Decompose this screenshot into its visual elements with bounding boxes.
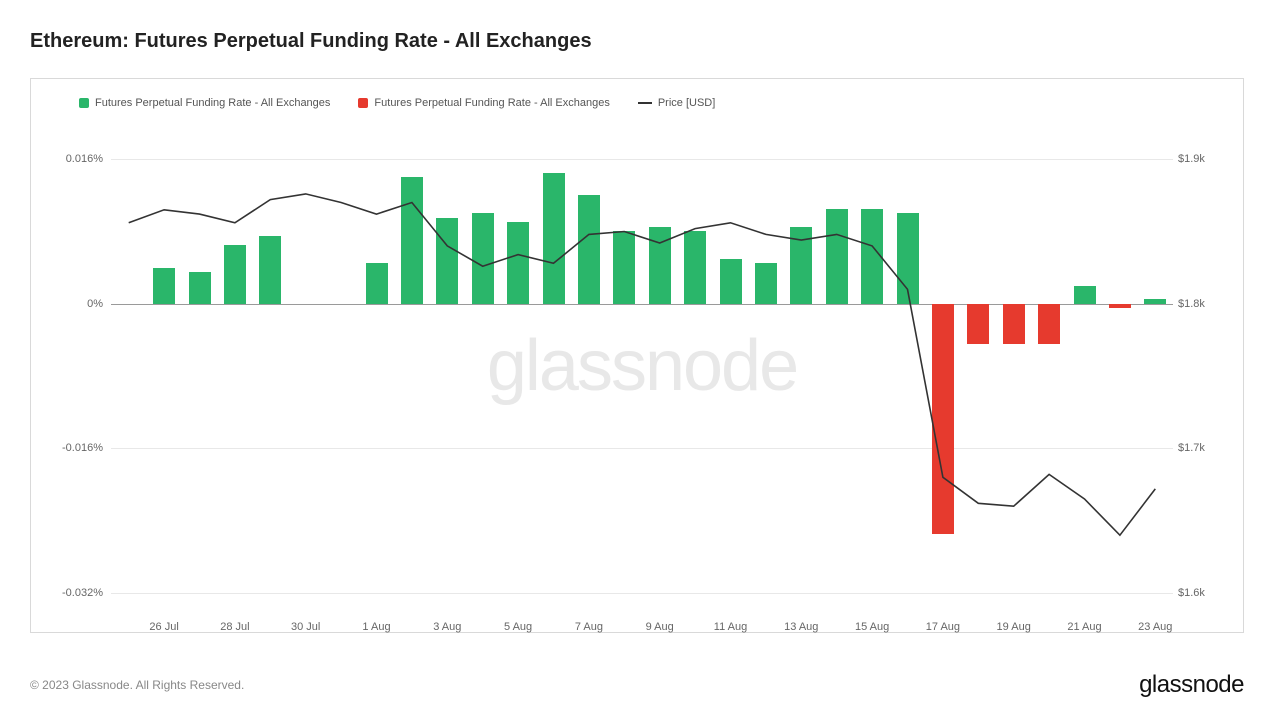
bar (932, 304, 954, 534)
legend-label-neg: Futures Perpetual Funding Rate - All Exc… (374, 97, 609, 109)
legend-swatch-pos (79, 98, 89, 108)
x-tick: 3 Aug (433, 621, 461, 633)
chart-panel: Futures Perpetual Funding Rate - All Exc… (30, 78, 1244, 633)
x-tick: 17 Aug (926, 621, 960, 633)
brand-logo: glassnode (1139, 671, 1244, 699)
bar (543, 173, 565, 304)
y-right-tick: $1.9k (1178, 153, 1223, 165)
y-right-tick: $1.8k (1178, 298, 1223, 310)
bar (578, 195, 600, 303)
x-tick: 23 Aug (1138, 621, 1172, 633)
x-tick: 28 Jul (220, 621, 249, 633)
x-tick: 21 Aug (1067, 621, 1101, 633)
bar (790, 227, 812, 304)
bar (472, 213, 494, 303)
legend-label-pos: Futures Perpetual Funding Rate - All Exc… (95, 97, 330, 109)
bar (153, 268, 175, 304)
bar (1144, 299, 1166, 304)
bar (366, 263, 388, 304)
y-right-tick: $1.7k (1178, 442, 1223, 454)
x-tick: 5 Aug (504, 621, 532, 633)
x-tick: 19 Aug (997, 621, 1031, 633)
legend-swatch-price (638, 102, 652, 104)
bar (1003, 304, 1025, 345)
x-tick: 30 Jul (291, 621, 320, 633)
legend: Futures Perpetual Funding Rate - All Exc… (51, 97, 1223, 109)
legend-item-negative: Futures Perpetual Funding Rate - All Exc… (358, 97, 609, 109)
bar (259, 236, 281, 304)
bar (613, 231, 635, 303)
x-tick: 7 Aug (575, 621, 603, 633)
bar (861, 209, 883, 304)
y-left-tick: -0.016% (51, 442, 103, 454)
x-tick: 13 Aug (784, 621, 818, 633)
legend-swatch-neg (358, 98, 368, 108)
bar (436, 218, 458, 304)
x-tick: 1 Aug (362, 621, 390, 633)
legend-label-price: Price [USD] (658, 97, 715, 109)
x-tick: 15 Aug (855, 621, 889, 633)
y-left-tick: 0% (51, 298, 103, 310)
bar (720, 259, 742, 304)
copyright-text: © 2023 Glassnode. All Rights Reserved. (30, 678, 244, 692)
y-right-tick: $1.6k (1178, 587, 1223, 599)
x-tick: 11 Aug (714, 621, 747, 633)
bar (967, 304, 989, 345)
bar (189, 272, 211, 304)
bar (507, 222, 529, 303)
bar (401, 177, 423, 304)
y-left-tick: 0.016% (51, 153, 103, 165)
bar (224, 245, 246, 304)
legend-item-price: Price [USD] (638, 97, 715, 109)
x-tick: 9 Aug (646, 621, 674, 633)
bar (826, 209, 848, 304)
bar (1109, 304, 1131, 309)
bar (755, 263, 777, 304)
bar (1038, 304, 1060, 345)
x-tick: 26 Jul (149, 621, 178, 633)
chart-title: Ethereum: Futures Perpetual Funding Rate… (30, 30, 1244, 53)
bar (1074, 286, 1096, 304)
plot-area: glassnode 26 Jul28 Jul30 Jul1 Aug3 Aug5 … (111, 123, 1173, 593)
gridline (111, 593, 1173, 594)
bar (684, 231, 706, 303)
bar (649, 227, 671, 304)
legend-item-positive: Futures Perpetual Funding Rate - All Exc… (79, 97, 330, 109)
y-left-tick: -0.032% (51, 587, 103, 599)
bar (897, 213, 919, 303)
